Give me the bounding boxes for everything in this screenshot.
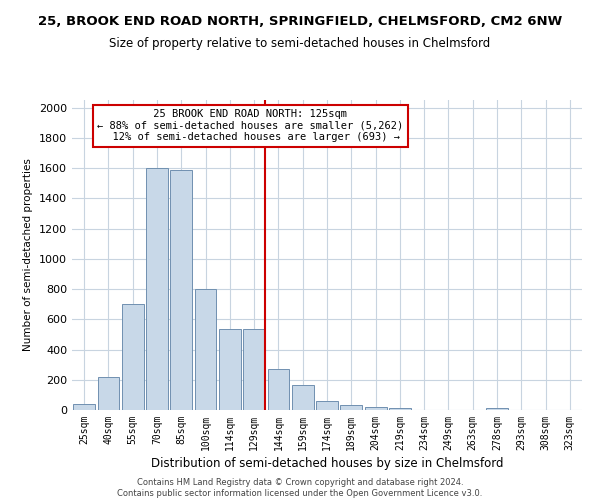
Bar: [194, 289, 217, 410]
Bar: [170, 170, 192, 410]
Text: Contains HM Land Registry data © Crown copyright and database right 2024.
Contai: Contains HM Land Registry data © Crown c…: [118, 478, 482, 498]
Bar: [243, 329, 265, 410]
Bar: [389, 408, 411, 410]
Bar: [73, 404, 95, 410]
Bar: [486, 408, 508, 410]
Bar: [292, 385, 314, 410]
Bar: [268, 369, 289, 410]
Bar: [340, 406, 362, 410]
Bar: [316, 401, 338, 410]
Bar: [122, 304, 143, 410]
X-axis label: Distribution of semi-detached houses by size in Chelmsford: Distribution of semi-detached houses by …: [151, 457, 503, 470]
Text: 25, BROOK END ROAD NORTH, SPRINGFIELD, CHELMSFORD, CM2 6NW: 25, BROOK END ROAD NORTH, SPRINGFIELD, C…: [38, 15, 562, 28]
Bar: [365, 407, 386, 410]
Bar: [146, 168, 168, 410]
Bar: [97, 376, 119, 410]
Text: Size of property relative to semi-detached houses in Chelmsford: Size of property relative to semi-detach…: [109, 38, 491, 51]
Bar: [219, 329, 241, 410]
Text: 25 BROOK END ROAD NORTH: 125sqm 
← 88% of semi-detached houses are smaller (5,26: 25 BROOK END ROAD NORTH: 125sqm ← 88% of…: [97, 110, 404, 142]
Y-axis label: Number of semi-detached properties: Number of semi-detached properties: [23, 158, 34, 352]
